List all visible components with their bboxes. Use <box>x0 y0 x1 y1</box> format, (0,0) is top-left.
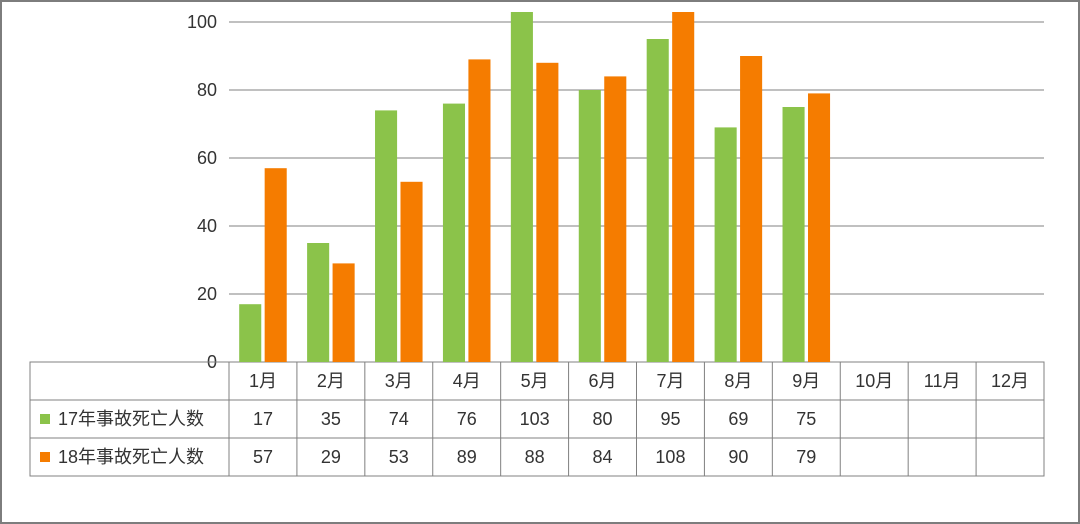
legend-marker <box>40 414 50 424</box>
data-cell: 108 <box>655 447 685 467</box>
data-cell: 57 <box>253 447 273 467</box>
series-label: 18年事故死亡人数 <box>58 447 204 467</box>
y-tick-label: 100 <box>187 12 217 32</box>
data-cell: 75 <box>796 409 816 429</box>
category-label: 3月 <box>385 371 413 391</box>
bar <box>443 104 465 362</box>
y-tick-label: 60 <box>197 148 217 168</box>
bar <box>307 243 329 362</box>
category-label: 4月 <box>453 371 481 391</box>
bar <box>740 56 762 362</box>
bar <box>333 263 355 362</box>
data-cell: 74 <box>389 409 409 429</box>
category-label: 8月 <box>724 371 752 391</box>
y-tick-label: 20 <box>197 284 217 304</box>
bar <box>715 127 737 362</box>
category-label: 6月 <box>589 371 617 391</box>
data-cell: 103 <box>520 409 550 429</box>
bar <box>265 168 287 362</box>
category-label: 2月 <box>317 371 345 391</box>
bar-chart: 0204060801001月17572月35293月74534月76895月10… <box>24 12 1056 492</box>
data-cell: 88 <box>525 447 545 467</box>
bar <box>783 107 805 362</box>
bar <box>604 76 626 362</box>
y-tick-label: 40 <box>197 216 217 236</box>
bar <box>400 182 422 362</box>
category-label: 7月 <box>656 371 684 391</box>
chart-inner-frame: 0204060801001月17572月35293月74534月76895月10… <box>24 12 1056 492</box>
y-tick-label: 80 <box>197 80 217 100</box>
bar <box>511 12 533 362</box>
bar <box>808 93 830 362</box>
bar <box>579 90 601 362</box>
data-cell: 35 <box>321 409 341 429</box>
data-cell: 79 <box>796 447 816 467</box>
data-cell: 76 <box>457 409 477 429</box>
data-cell: 17 <box>253 409 273 429</box>
bar <box>239 304 261 362</box>
category-label: 5月 <box>521 371 549 391</box>
category-label: 11月 <box>924 371 961 391</box>
bar <box>536 63 558 362</box>
data-cell: 69 <box>728 409 748 429</box>
chart-outer-frame: 0204060801001月17572月35293月74534月76895月10… <box>0 0 1080 524</box>
bar <box>375 110 397 362</box>
category-label: 10月 <box>855 371 893 391</box>
category-label: 1月 <box>249 371 277 391</box>
legend-marker <box>40 452 50 462</box>
category-label: 9月 <box>792 371 820 391</box>
series-label: 17年事故死亡人数 <box>58 409 204 429</box>
data-cell: 84 <box>593 447 613 467</box>
data-cell: 29 <box>321 447 341 467</box>
chart-svg: 0204060801001月17572月35293月74534月76895月10… <box>24 12 1060 494</box>
data-cell: 95 <box>660 409 680 429</box>
bar <box>468 59 490 362</box>
category-label: 12月 <box>991 371 1029 391</box>
bar <box>672 12 694 362</box>
data-cell: 53 <box>389 447 409 467</box>
bar <box>647 39 669 362</box>
data-cell: 90 <box>728 447 748 467</box>
data-cell: 89 <box>457 447 477 467</box>
data-cell: 80 <box>593 409 613 429</box>
